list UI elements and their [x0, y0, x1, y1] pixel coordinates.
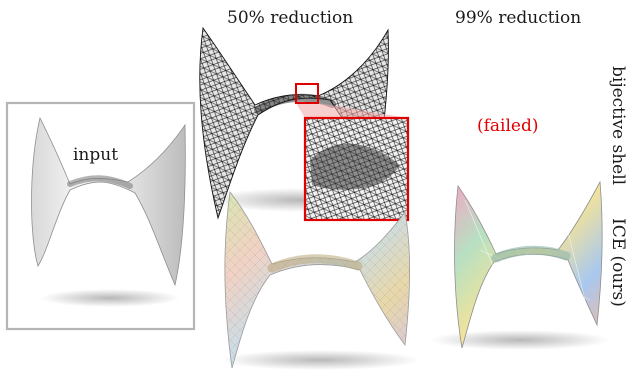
input-label: input	[73, 145, 119, 165]
input-shadow	[40, 289, 180, 307]
ice50-shadow	[220, 350, 420, 370]
column-header-50: 50% reduction	[227, 8, 354, 28]
zoom-inset	[303, 116, 410, 222]
row-label-ice: ICE (ours)	[608, 218, 628, 307]
failed-label: (failed)	[477, 116, 539, 136]
input-mesh	[31, 116, 186, 287]
ice-50-mesh	[224, 191, 410, 369]
ice99-shadow	[430, 330, 610, 350]
zoom-connector	[296, 103, 408, 118]
ice-99-mesh	[454, 180, 603, 349]
zoom-source-box[interactable]	[295, 83, 319, 104]
row-label-bijective-shell: bijective shell	[608, 66, 628, 186]
column-header-99: 99% reduction	[455, 8, 582, 28]
